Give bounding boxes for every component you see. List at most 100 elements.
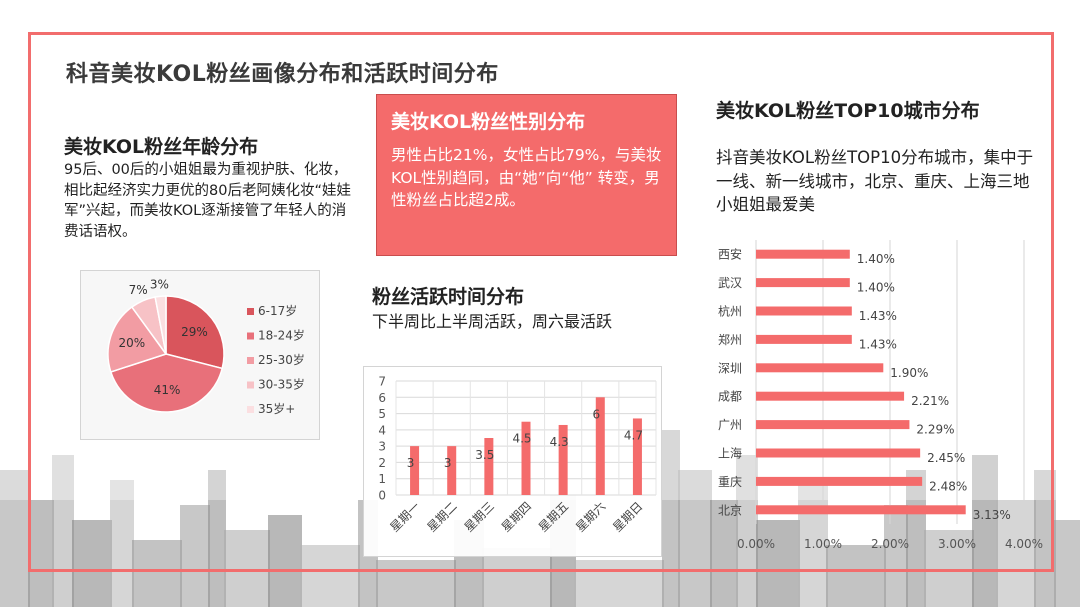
weekday-x-tick-label: 星期五: [536, 499, 571, 534]
pie-legend-swatch: [247, 308, 254, 315]
city-bar-label: 1.43%: [859, 337, 897, 351]
skyline-building: [376, 560, 456, 607]
city-y-tick-label: 重庆: [718, 475, 742, 489]
bar-y-tick-label: 4: [378, 423, 386, 437]
city-bar-label: 1.40%: [857, 281, 895, 295]
bar-y-tick-label: 1: [378, 472, 386, 486]
bar-y-tick-label: 6: [378, 391, 386, 405]
skyline-building: [0, 470, 30, 607]
city-y-tick-label: 上海: [718, 446, 742, 461]
weekday-bar: [595, 397, 605, 495]
pie-data-label: 7%: [129, 283, 148, 297]
skyline-building: [574, 560, 664, 607]
city-y-tick-label: 北京: [718, 503, 742, 517]
weekday-bar: [521, 421, 531, 495]
skyline-building: [906, 470, 926, 607]
pie-legend-label: 25-30岁: [258, 352, 305, 367]
skyline-building: [972, 455, 998, 607]
active-section-title: 粉丝活跃时间分布: [372, 286, 525, 308]
skyline-building: [996, 500, 1036, 607]
city-x-tick-label: 1.00%: [804, 537, 842, 551]
weekday-bar-label: 4.3: [550, 435, 569, 449]
city-bar-label: 2.45%: [927, 451, 965, 465]
skyline-building: [662, 430, 680, 607]
weekday-bar-label: 6: [592, 407, 600, 421]
city-bar-chart: 0.00% 1.00% 2.00% 3.00% 4.00% 西安 1.40% 武汉 1.40% 杭…: [718, 240, 1043, 551]
pie-legend-label: 35岁+: [258, 401, 295, 416]
weekday-bar-label: 4.7: [624, 428, 643, 442]
gender-card-title: 美妆KOL粉丝性别分布: [391, 111, 586, 133]
skyline-building: [756, 520, 800, 607]
pie-slice: [109, 353, 224, 413]
skyline-building: [28, 500, 54, 607]
weekday-x-tick-label: 星期六: [573, 499, 608, 534]
skyline-building: [300, 545, 360, 607]
city-bar: [756, 476, 923, 486]
city-x-tick-label: 0.00%: [737, 537, 775, 551]
weekday-x-tick-label: 星期一: [387, 499, 422, 534]
skyline-building: [678, 470, 712, 607]
pie-slice: [107, 306, 168, 373]
city-y-tick-label: 成都: [718, 390, 742, 404]
bar-y-tick-label: 3: [378, 440, 386, 454]
slide-frame: [28, 32, 1054, 572]
pie-legend-label: 6-17岁: [258, 303, 297, 318]
city-y-tick-label: 杭州: [718, 304, 742, 319]
pie-legend-label: 18-24岁: [258, 328, 305, 343]
weekday-bar: [484, 438, 494, 495]
city-bar: [756, 249, 850, 259]
skyline-building: [132, 540, 182, 607]
weekday-bar-svg: 0 1 2 3 4 5 6 7 3 星期一 3 星期二 3.5 星期三 4.5 星期四 4.3 星期五 6 星期六 4.…: [378, 375, 657, 535]
city-bar-label: 1.40%: [857, 252, 895, 266]
pie-data-label: 3%: [150, 277, 169, 291]
pie-legend-swatch: [247, 406, 254, 413]
bar-y-tick-label: 0: [378, 489, 386, 503]
city-bar-label: 3.13%: [973, 508, 1011, 522]
pie-legend-swatch: [247, 381, 254, 389]
age-section-description: 95后、00后的小姐姐最为重视护肤、化妆，相比起经济实力更优的80后老阿姨化妆“…: [64, 162, 351, 240]
city-bar: [756, 363, 884, 373]
city-bar-label: 1.90%: [890, 366, 928, 380]
weekday-bar: [632, 418, 642, 495]
pie-legend-label: 30-35岁: [258, 377, 305, 392]
skyline-building: [224, 530, 270, 607]
pie-data-label: 41%: [154, 383, 181, 397]
skyline-building: [72, 520, 112, 607]
weekday-bar: [558, 424, 568, 495]
city-y-tick-label: 郑州: [718, 332, 742, 347]
city-x-tick-label: 2.00%: [871, 537, 909, 551]
skyline-building: [180, 505, 210, 607]
weekday-bar-chart: 0 1 2 3 4 5 6 7 3 星期一 3 星期二 3.5 星期三 4.5 星期四 4.3 星期五 6 星期六 4.…: [363, 366, 662, 557]
weekday-bar: [447, 446, 457, 495]
pie-legend-swatch: [247, 332, 254, 340]
city-y-tick-label: 广州: [718, 418, 742, 432]
city-bar: [756, 278, 850, 288]
city-bar: [756, 334, 852, 344]
city-section-description: 抖音美妆KOL粉丝TOP10分布城市，集中于一线、新一线城市，北京、重庆、上海三…: [716, 148, 1034, 214]
gender-card-description: 男性占比21%，女性占比79%，与美妆KOL性别趋同，由“她”向“他” 转变，男…: [391, 146, 662, 209]
pie-slice: [165, 295, 225, 370]
city-bar: [756, 391, 905, 401]
skyline-building: [1034, 470, 1056, 607]
skyline-buildings: [0, 430, 1080, 607]
weekday-x-tick-label: 星期二: [424, 499, 459, 534]
city-x-tick-label: 4.00%: [1005, 537, 1043, 551]
bar-y-tick-label: 2: [378, 456, 386, 470]
pie-data-label: 29%: [181, 325, 208, 339]
age-pie-svg: 29% 41% 20% 7% 3% 6-17岁 18-24岁 25-30岁 30-35岁 35岁+: [107, 277, 305, 416]
weekday-x-tick-label: 星期日: [610, 499, 645, 534]
skyline-building: [826, 545, 886, 607]
skyline-building: [924, 530, 974, 607]
city-bar-label: 1.43%: [859, 309, 897, 323]
skyline-building: [884, 505, 908, 607]
active-section-description: 下半周比上半周活跃，周六最活跃: [372, 312, 613, 331]
city-y-tick-label: 西安: [718, 247, 742, 262]
city-x-tick-label: 3.00%: [938, 537, 976, 551]
weekday-bar-label: 3.5: [475, 448, 494, 462]
city-bar-label: 2.48%: [929, 479, 967, 493]
gender-card: 美妆KOL粉丝性别分布 男性占比21%，女性占比79%，与美妆KOL性别趋同，由…: [376, 94, 677, 256]
skyline-building: [1054, 520, 1080, 607]
pie-data-label: 20%: [118, 336, 145, 350]
skyline-building: [482, 548, 552, 607]
city-y-tick-label: 深圳: [718, 361, 742, 375]
